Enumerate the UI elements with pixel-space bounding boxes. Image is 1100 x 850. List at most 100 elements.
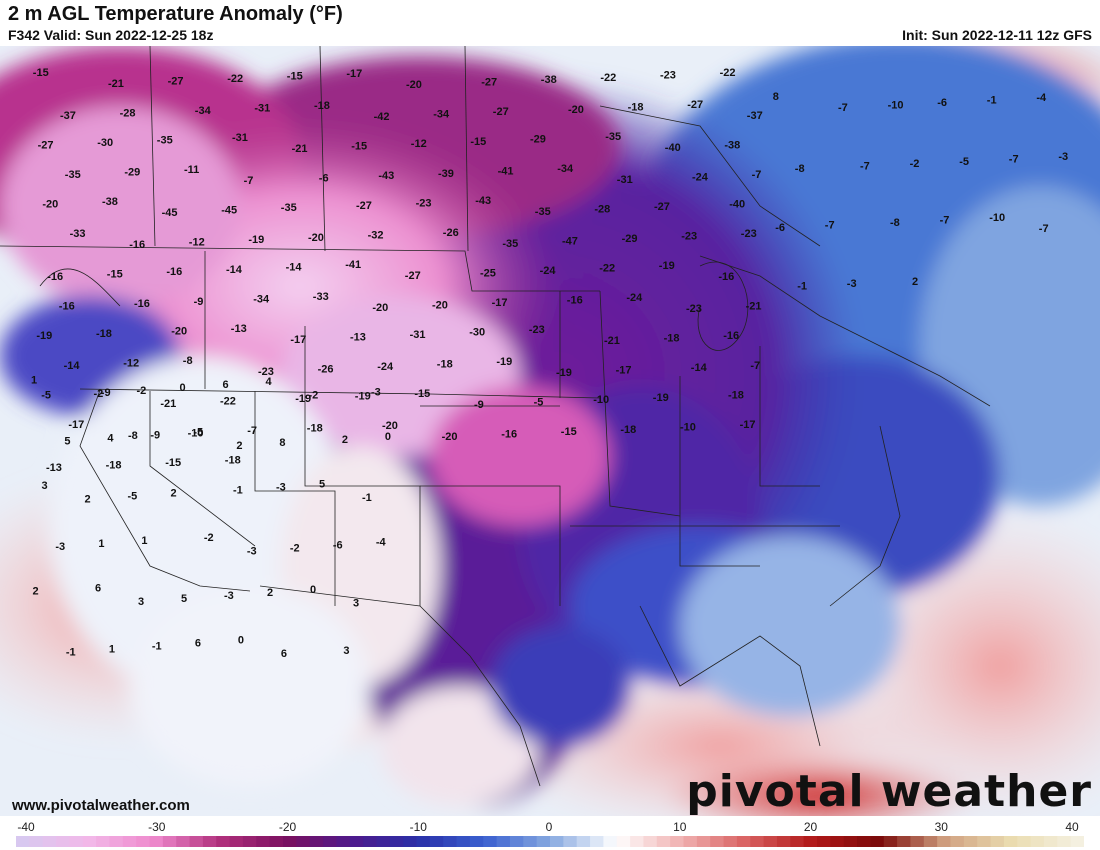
- anomaly-value-label: -16: [567, 295, 583, 307]
- map-title: 2 m AGL Temperature Anomaly (°F): [8, 3, 343, 25]
- anomaly-value-label: -18: [314, 100, 330, 112]
- anomaly-value-label: -23: [741, 228, 757, 240]
- anomaly-value-label: -38: [541, 74, 557, 86]
- anomaly-value-label: -5: [959, 156, 969, 168]
- colorbar-swatch: [242, 836, 257, 847]
- anomaly-value-label: -17: [68, 419, 84, 431]
- colorbar-swatch: [523, 836, 538, 847]
- anomaly-value-label: -21: [604, 335, 620, 347]
- anomaly-value-label: -22: [227, 73, 243, 85]
- anomaly-value-label: -30: [469, 327, 485, 339]
- anomaly-value-label: -22: [599, 263, 615, 275]
- anomaly-value-label: -23: [686, 303, 702, 315]
- anomaly-value-label: -32: [368, 229, 384, 241]
- colorbar-swatch: [550, 836, 564, 847]
- anomaly-labels: -15-21 -27 -22 -15 -17-20 -27 -38 -22 -23 -22-37-…: [31, 67, 1068, 660]
- colorbar-swatch: [456, 836, 471, 847]
- anomaly-value-label: -19: [653, 392, 669, 404]
- anomaly-value-label: -14: [226, 264, 243, 276]
- colorbar-swatch: [923, 836, 938, 847]
- anomaly-value-label: -34: [195, 105, 212, 117]
- anomaly-value-label: -17: [290, 334, 306, 346]
- colorbar-swatch: [403, 836, 418, 847]
- anomaly-value-label: -16: [166, 266, 182, 278]
- anomaly-value-label: -1: [66, 647, 76, 659]
- anomaly-value-label: 1: [141, 535, 147, 547]
- anomaly-value-label: -13: [231, 323, 247, 335]
- anomaly-value-label: -18: [96, 328, 112, 340]
- colorbar-swatch: [763, 836, 778, 847]
- colorbar-swatch: [29, 836, 44, 847]
- anomaly-value-label: -18: [728, 389, 744, 401]
- anomaly-value-label: -13: [350, 331, 366, 343]
- colorbar-swatch: [683, 836, 698, 847]
- anomaly-value-label: 6: [95, 583, 101, 595]
- anomaly-value-label: -34: [557, 163, 574, 175]
- colorbar-swatch: [162, 836, 177, 847]
- anomaly-value-label: -17: [492, 297, 508, 309]
- anomaly-value-label: -18: [106, 459, 122, 471]
- anomaly-value-label: -41: [498, 165, 514, 177]
- anomaly-value-label: -15: [561, 426, 577, 438]
- anomaly-value-label: -24: [692, 171, 709, 183]
- anomaly-value-label: -15: [414, 388, 430, 400]
- colorbar-swatch: [1057, 836, 1072, 847]
- anomaly-value-label: -19: [496, 356, 512, 368]
- anomaly-value-label: -15: [351, 141, 367, 153]
- colorbar-swatch: [376, 836, 391, 847]
- anomaly-value-label: -35: [65, 169, 81, 181]
- anomaly-value-label: -5: [534, 397, 544, 409]
- anomaly-value-label: -6: [775, 222, 785, 234]
- colorbar-swatch: [910, 836, 925, 847]
- anomaly-value-label: -22: [720, 67, 736, 79]
- anomaly-value-label: -16: [723, 330, 739, 342]
- brand-logo: pivotal weather: [686, 766, 1092, 817]
- colorbar-tick-label: -10: [409, 820, 427, 834]
- anomaly-value-label: -34: [433, 109, 450, 121]
- anomaly-value-label: -3: [55, 541, 65, 553]
- anomaly-value-label: -15: [33, 67, 49, 79]
- colorbar-swatch: [1030, 836, 1045, 847]
- anomaly-value-label: 1: [98, 538, 104, 550]
- anomaly-value-label: 5: [64, 436, 70, 448]
- anomaly-value-label: 2: [236, 440, 242, 452]
- anomaly-value-label: -20: [406, 79, 422, 91]
- anomaly-value-label: -2: [94, 388, 104, 400]
- colorbar-swatch: [283, 836, 297, 847]
- anomaly-value-label: -40: [665, 142, 681, 154]
- colorbar-swatch: [336, 836, 351, 847]
- init-time: Init: Sun 2022-12-11 12z GFS: [902, 27, 1092, 43]
- anomaly-value-label: -16: [129, 239, 145, 251]
- anomaly-value-label: -7: [247, 425, 257, 437]
- anomaly-value-label: -18: [620, 424, 636, 436]
- colorbar-swatch: [323, 836, 337, 847]
- anomaly-value-label: 6: [223, 379, 229, 391]
- anomaly-map: -15 -21 -27 -22 -15 -17 -20 -27 -38 -22 -23 -22 -37-…: [0, 46, 1100, 816]
- anomaly-value-label: -10: [888, 99, 904, 111]
- colorbar-swatch: [736, 836, 751, 847]
- anomaly-value-label: 1: [31, 375, 37, 387]
- anomaly-value-label: -23: [529, 324, 545, 336]
- colorbar-swatch: [176, 836, 191, 847]
- colorbar-swatch: [136, 836, 151, 847]
- colorbar-swatch: [96, 836, 111, 847]
- anomaly-value-label: -20: [568, 104, 584, 116]
- anomaly-value-label: -19: [36, 330, 52, 342]
- anomaly-value-label: -13: [46, 462, 62, 474]
- anomaly-value-label: -1: [152, 641, 162, 653]
- colorbar-swatch: [56, 836, 70, 847]
- anomaly-value-label: -31: [617, 174, 633, 186]
- colorbar-swatch: [16, 836, 30, 847]
- anomaly-value-label: -38: [102, 196, 118, 208]
- anomaly-value-label: -41: [345, 259, 361, 271]
- colorbar-swatch: [256, 836, 271, 847]
- colorbar-tick-label: -30: [148, 820, 166, 834]
- anomaly-value-label: -17: [616, 365, 632, 377]
- anomaly-value-label: -7: [244, 175, 254, 187]
- colorbar-tick-label: 0: [545, 820, 553, 834]
- anomaly-value-label: -27: [38, 139, 54, 151]
- anomaly-value-label: -35: [281, 202, 297, 214]
- anomaly-value-label: -37: [60, 110, 76, 122]
- anomaly-value-label: -16: [718, 271, 734, 283]
- colorbar-tick-label: -40: [17, 820, 35, 834]
